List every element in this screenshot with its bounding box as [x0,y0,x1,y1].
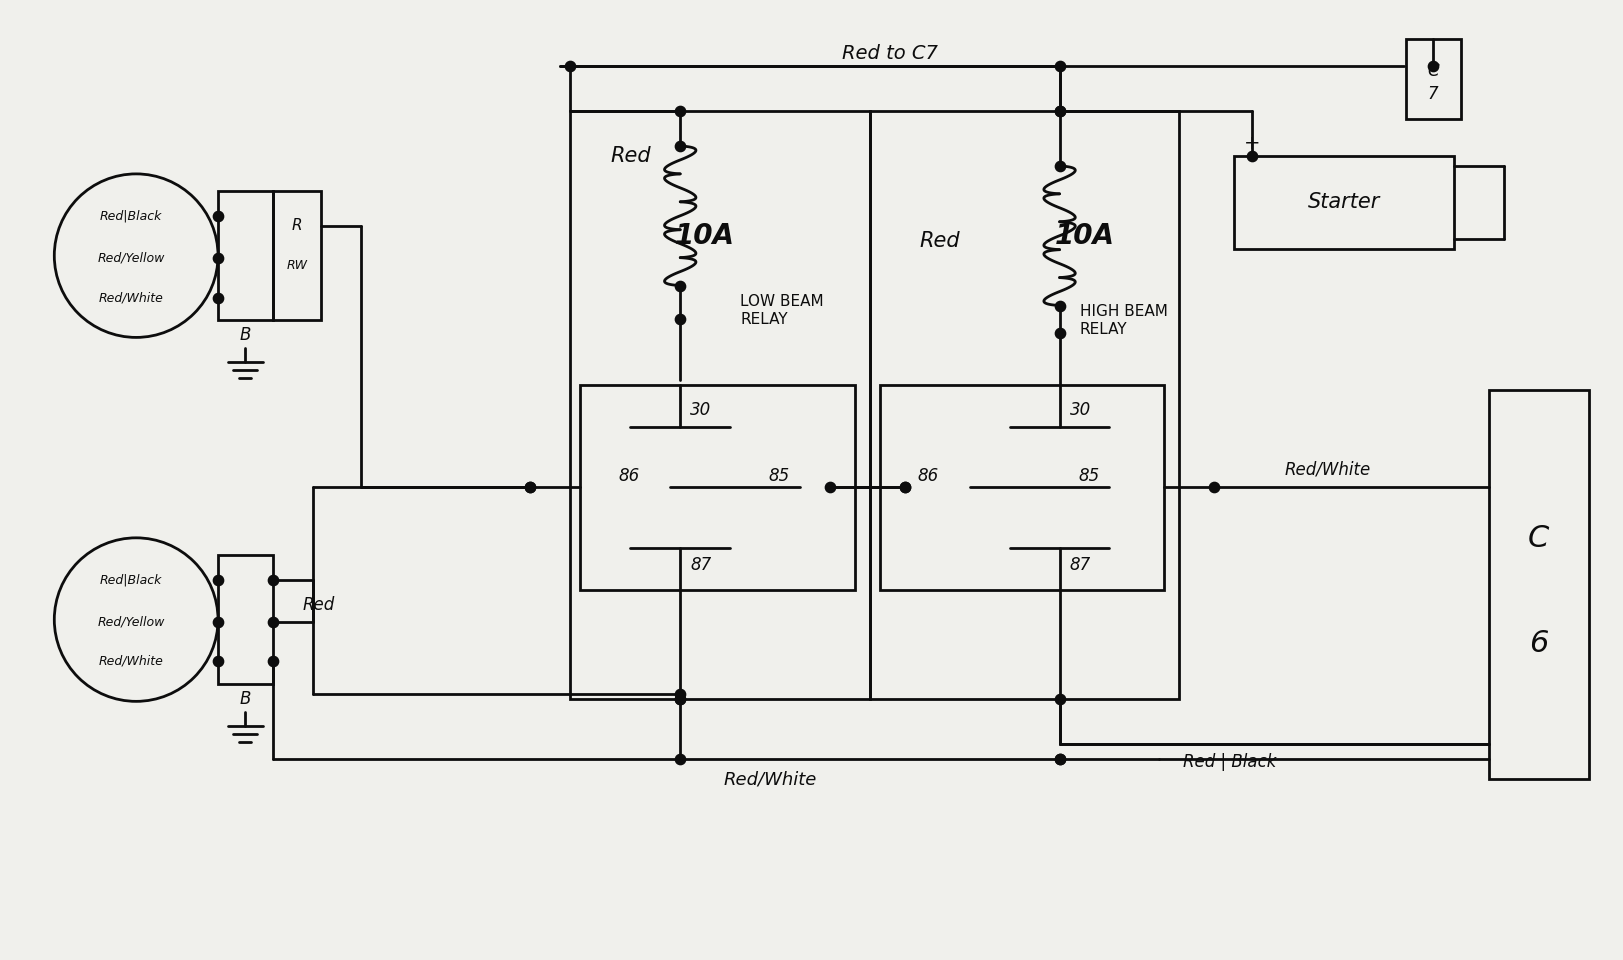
Text: 10A: 10A [1053,222,1113,250]
Text: 7: 7 [1427,85,1438,103]
Text: 6: 6 [1529,629,1547,658]
Text: C: C [1427,62,1438,81]
Point [1045,752,1071,767]
Text: 86: 86 [618,467,639,485]
Point [667,692,693,708]
Point [667,692,693,708]
Text: 85: 85 [768,467,789,485]
Point [667,104,693,119]
Text: Starter: Starter [1307,192,1380,212]
Point [816,480,842,495]
Text: 10A: 10A [675,222,735,250]
Text: 87: 87 [1070,556,1091,574]
Bar [1488,391,1587,780]
Text: Red | Black: Red | Black [1182,754,1276,771]
Point [557,59,583,74]
Point [1045,59,1071,74]
Text: Red: Red [919,230,959,251]
Text: R: R [292,218,302,233]
Point [667,752,693,767]
Point [1045,158,1071,174]
Bar [217,555,273,684]
Text: Red: Red [610,146,651,166]
Text: LOW BEAM
RELAY: LOW BEAM RELAY [740,295,823,326]
Text: B: B [240,326,252,345]
Text: RW: RW [286,259,307,272]
Text: 87: 87 [690,556,711,574]
Text: Red/Yellow: Red/Yellow [97,615,166,628]
Text: Red: Red [302,595,334,613]
Point [204,250,230,265]
Point [204,290,230,305]
Point [260,572,286,588]
Point [891,480,917,495]
Point [260,613,286,629]
Point [1201,480,1227,495]
Point [1045,752,1071,767]
Text: Red/White: Red/White [99,291,164,304]
Point [891,480,917,495]
Point [1045,104,1071,119]
Text: HIGH BEAM
RELAY: HIGH BEAM RELAY [1079,304,1167,337]
Point [204,208,230,224]
Text: +: + [1243,134,1259,154]
Bar [217,191,273,321]
Text: Red to C7: Red to C7 [841,44,936,62]
Point [1045,104,1071,119]
Point [1045,692,1071,708]
Text: Red/White: Red/White [722,770,816,788]
Point [1045,325,1071,341]
Point [204,654,230,669]
Point [518,480,544,495]
Bar [570,111,870,700]
Point [1045,298,1071,313]
Text: 30: 30 [690,401,711,420]
Point [667,686,693,702]
Bar [1406,39,1461,119]
Text: Red|Black: Red|Black [101,573,162,587]
Text: Red/Yellow: Red/Yellow [97,252,166,264]
Bar [579,385,854,589]
Point [204,613,230,629]
Point [518,480,544,495]
Text: Red/White: Red/White [1284,461,1370,478]
Point [667,138,693,154]
Text: Red|Black: Red|Black [101,209,162,223]
Point [204,572,230,588]
Bar [1233,156,1453,249]
Bar [880,385,1164,589]
Point [667,311,693,326]
Point [667,277,693,293]
Text: 85: 85 [1078,467,1099,485]
Point [1238,148,1264,163]
Point [260,654,286,669]
Bar [273,191,321,321]
Text: C: C [1527,523,1548,553]
Bar [870,111,1178,700]
Text: 86: 86 [917,467,938,485]
Point [1419,59,1444,74]
Text: 30: 30 [1070,401,1091,420]
Text: Red/White: Red/White [99,655,164,668]
Text: B: B [240,690,252,708]
